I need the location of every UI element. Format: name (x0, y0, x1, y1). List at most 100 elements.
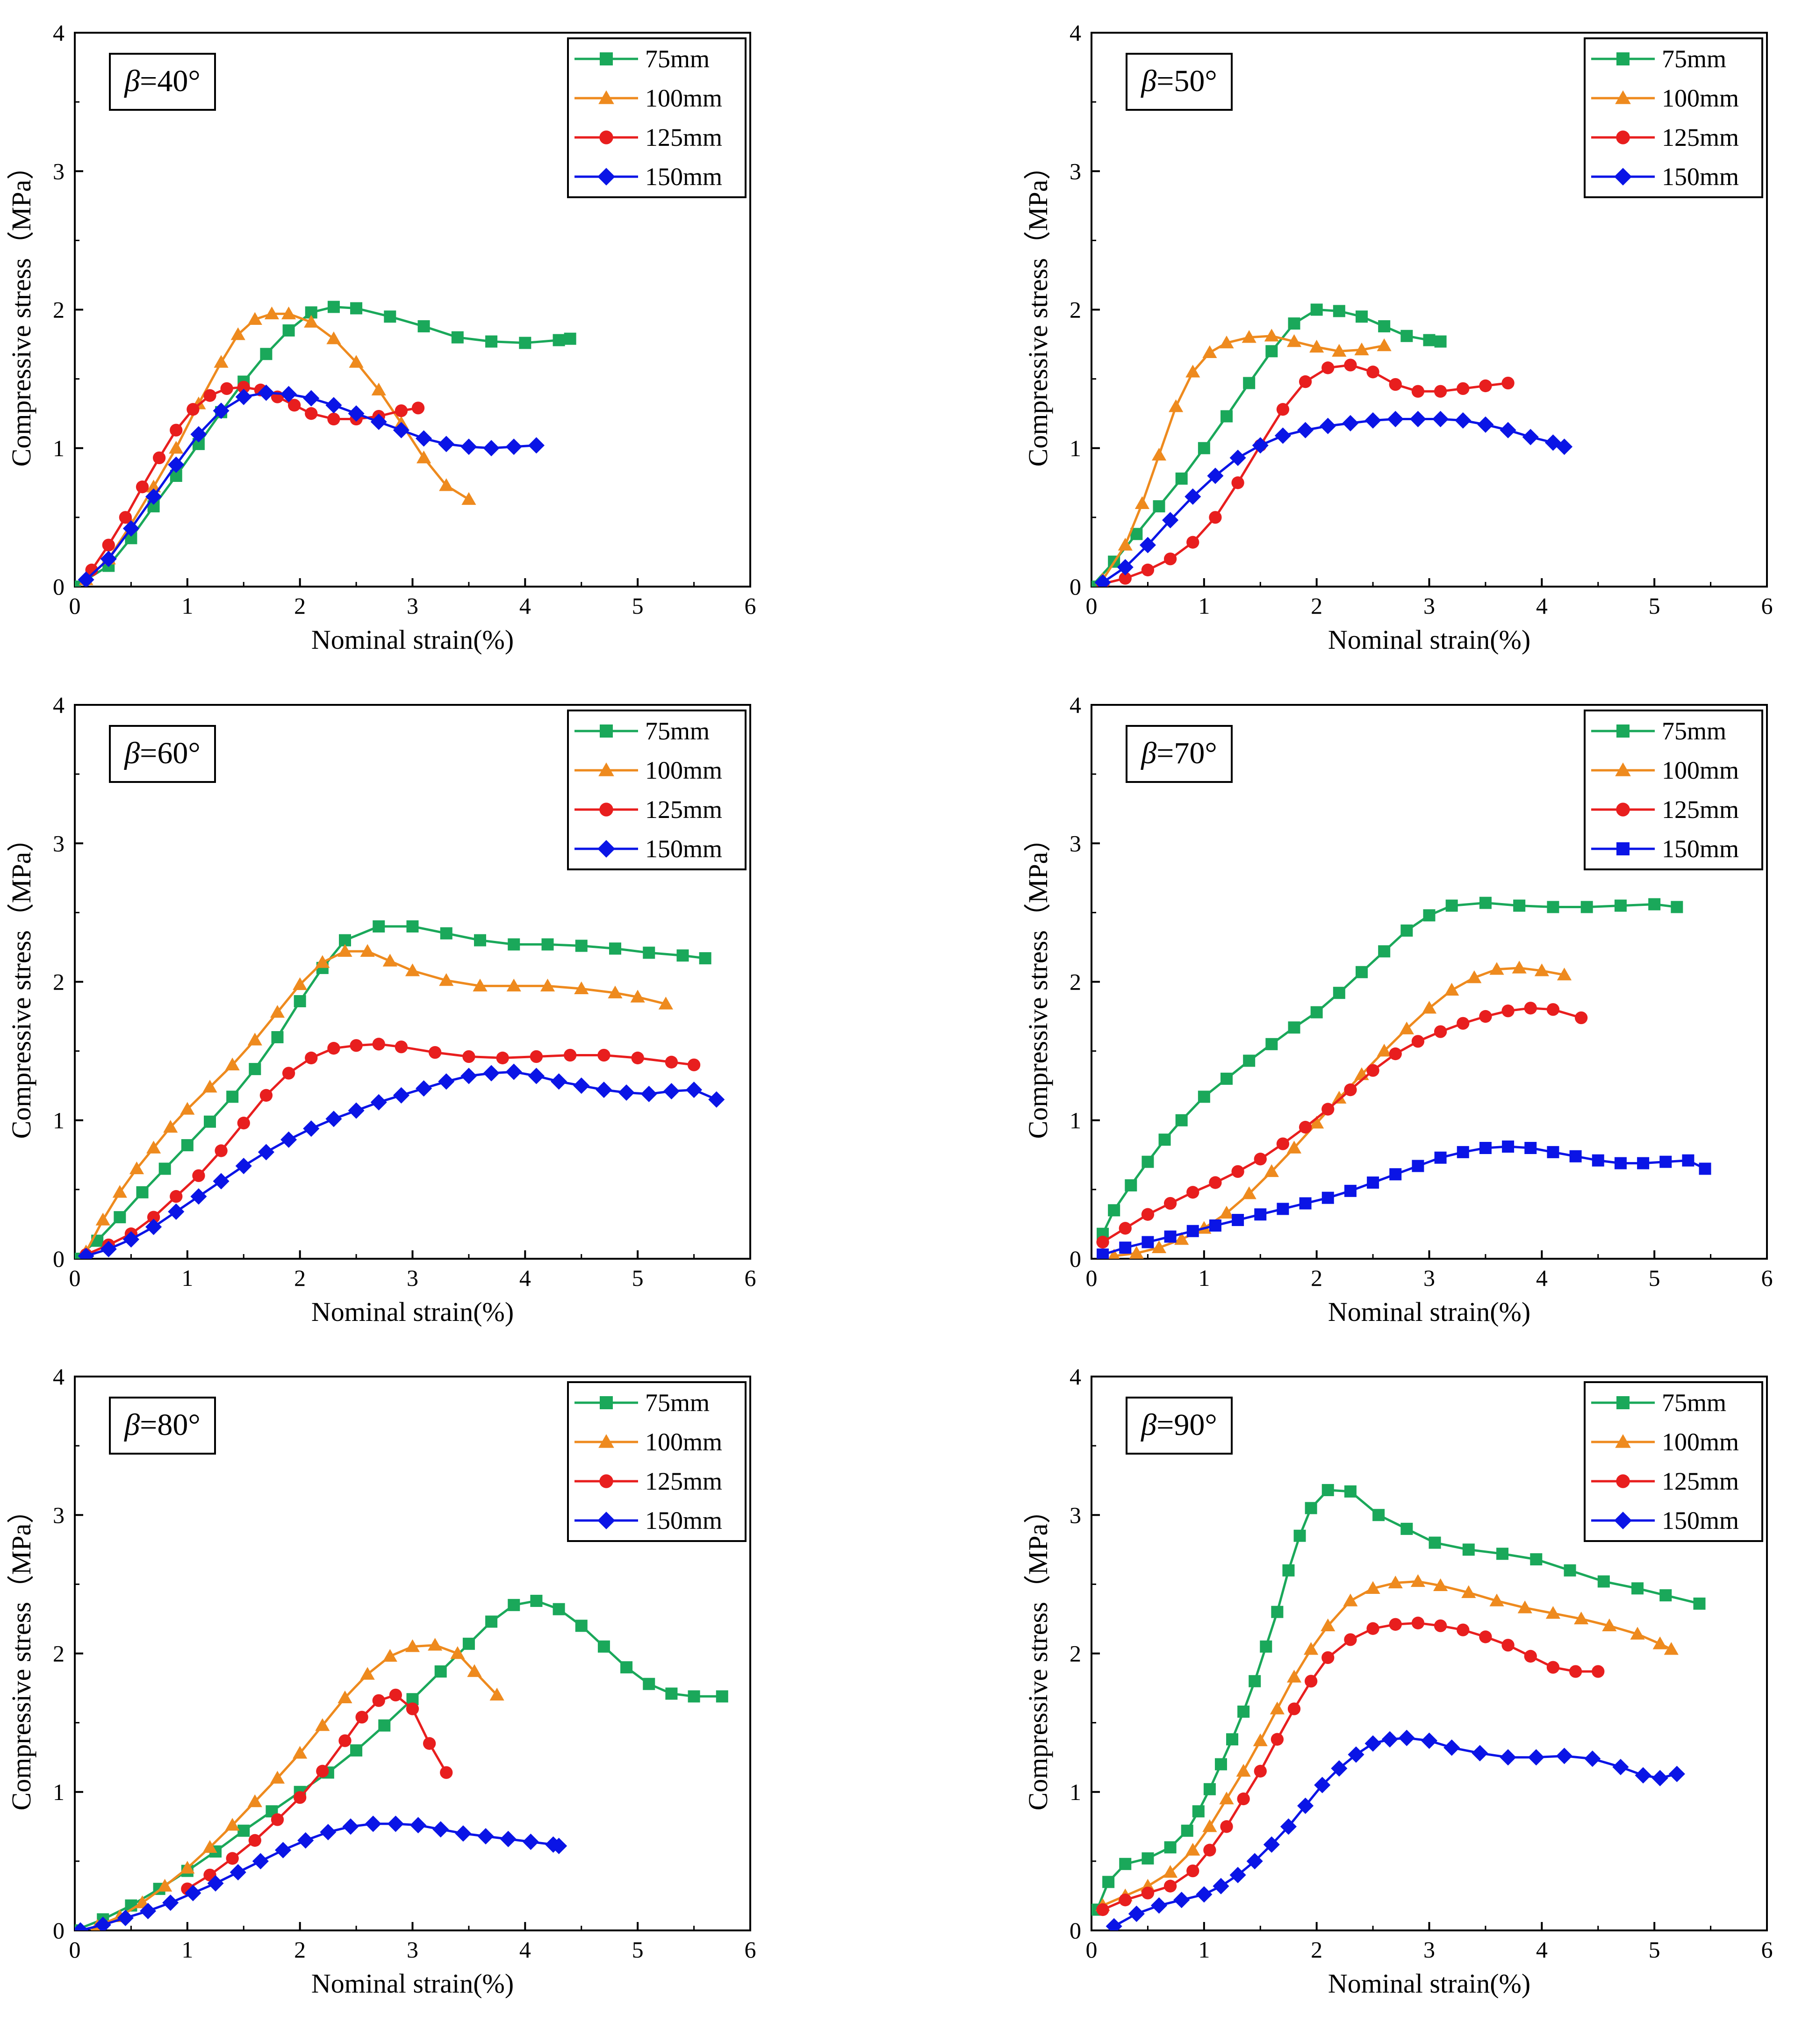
data-point-100mm (163, 1119, 178, 1133)
data-point-75mm (1288, 317, 1300, 330)
data-point-100mm (1242, 1186, 1256, 1199)
data-point-125mm (316, 1764, 329, 1778)
data-point-75mm (1580, 901, 1593, 913)
x-tick-label: 4 (519, 593, 531, 619)
data-point-100mm (489, 1687, 504, 1701)
x-tick-label: 2 (294, 1936, 306, 1963)
data-point-150mm (686, 1082, 703, 1098)
data-point-125mm (1231, 476, 1244, 489)
series-layer (75, 301, 576, 587)
data-point-75mm (75, 1253, 81, 1259)
series-75mm (1097, 896, 1683, 1240)
data-point-75mm (327, 301, 340, 313)
data-point-150mm (100, 1241, 117, 1257)
legend-label-75mm: 75mm (1662, 45, 1726, 73)
data-point-125mm (1321, 1103, 1335, 1116)
series-100mm (79, 944, 673, 1257)
data-point-75mm (462, 1637, 475, 1650)
legend-label-125mm: 125mm (645, 123, 722, 151)
data-point-125mm (1457, 382, 1470, 395)
y-axis-label: Compressive stress（MPa） (1023, 825, 1053, 1139)
data-point-125mm (462, 1050, 475, 1063)
data-point-125mm (1546, 1661, 1560, 1674)
data-point-150mm (1584, 1750, 1601, 1767)
data-point-75mm (1356, 966, 1368, 978)
data-point-150mm (1314, 1777, 1331, 1793)
data-point-75mm (1108, 1204, 1120, 1217)
data-point-75mm (1265, 1038, 1278, 1050)
data-point-125mm (1592, 1665, 1605, 1678)
series-line-150mm (1102, 418, 1565, 584)
data-point-75mm (75, 581, 81, 587)
data-point-150mm (1421, 1732, 1438, 1749)
y-tick-label: 1 (1070, 1107, 1081, 1133)
data-point-150mm (190, 1188, 207, 1205)
data-point-100mm (1377, 338, 1392, 351)
y-axis-label: Compressive stress（MPa） (1023, 153, 1053, 467)
data-point-150mm (1455, 412, 1472, 429)
data-point-150mm (75, 1922, 89, 1930)
data-point-150mm (1150, 1897, 1168, 1914)
data-point-75mm (136, 1186, 149, 1198)
data-point-150mm (1367, 1176, 1379, 1189)
x-tick-label: 0 (1086, 1936, 1098, 1963)
legend-marker-100mm (1615, 1434, 1631, 1448)
data-point-125mm (1389, 1618, 1402, 1631)
y-axis-label: Compressive stress（MPa） (6, 153, 36, 467)
data-point-150mm (1173, 1892, 1190, 1908)
y-tick-label: 1 (1070, 1779, 1081, 1805)
x-tick-label: 1 (181, 1265, 193, 1291)
data-point-125mm (1186, 536, 1199, 549)
series-150mm (1097, 1140, 1711, 1259)
data-point-100mm (608, 985, 623, 998)
x-tick-label: 1 (181, 1936, 193, 1963)
data-point-150mm (1229, 1866, 1246, 1884)
panel-label-box (109, 725, 216, 783)
data-point-125mm (248, 1834, 261, 1847)
data-point-150mm (393, 1087, 409, 1104)
data-point-100mm (1134, 496, 1149, 509)
data-point-100mm (247, 312, 262, 325)
legend-marker-150mm (1614, 168, 1632, 186)
data-point-75mm (1333, 987, 1345, 999)
legend: 75mm 100mm 125mm 150mm (567, 37, 747, 198)
data-point-100mm (467, 1664, 482, 1677)
data-point-100mm (360, 1667, 375, 1680)
data-point-125mm (1366, 1064, 1379, 1077)
x-tick-label: 4 (519, 1936, 531, 1963)
data-point-150mm (168, 456, 185, 473)
panel-label-box (1126, 725, 1233, 783)
data-point-125mm (1276, 403, 1290, 416)
legend-marker-150mm (597, 168, 615, 186)
x-tick-label: 2 (294, 593, 306, 619)
data-point-125mm (1119, 1222, 1132, 1235)
data-point-75mm (1513, 899, 1526, 912)
data-point-125mm (237, 1117, 250, 1130)
series-line-125mm (91, 386, 418, 571)
legend-box (567, 710, 747, 870)
data-point-150mm (1299, 1197, 1312, 1210)
data-point-125mm (1479, 1630, 1492, 1643)
data-point-100mm (1399, 1021, 1414, 1034)
data-point-150mm (1614, 1157, 1627, 1169)
data-point-150mm (348, 1102, 365, 1119)
data-point-75mm (1243, 1054, 1256, 1067)
data-point-100mm (473, 978, 488, 992)
data-point-125mm (1366, 366, 1379, 379)
data-point-100mm (1630, 1627, 1645, 1640)
data-point-100mm (382, 954, 397, 967)
data-point-75mm (519, 337, 531, 349)
data-point-100mm (1388, 1575, 1403, 1589)
data-point-100mm (1545, 1606, 1561, 1619)
data-point-100mm (1557, 968, 1572, 981)
data-point-150mm (483, 440, 500, 457)
data-point-150mm (1297, 422, 1314, 438)
data-point-125mm (355, 1711, 368, 1724)
data-point-150mm (1502, 1140, 1515, 1153)
data-point-75mm (508, 1599, 520, 1611)
data-point-75mm (1356, 310, 1368, 323)
x-tick-label: 6 (745, 593, 756, 619)
data-point-75mm (1158, 1133, 1171, 1146)
series-layer (75, 1594, 728, 1930)
panel-label: β=90° (1126, 1397, 1233, 1455)
